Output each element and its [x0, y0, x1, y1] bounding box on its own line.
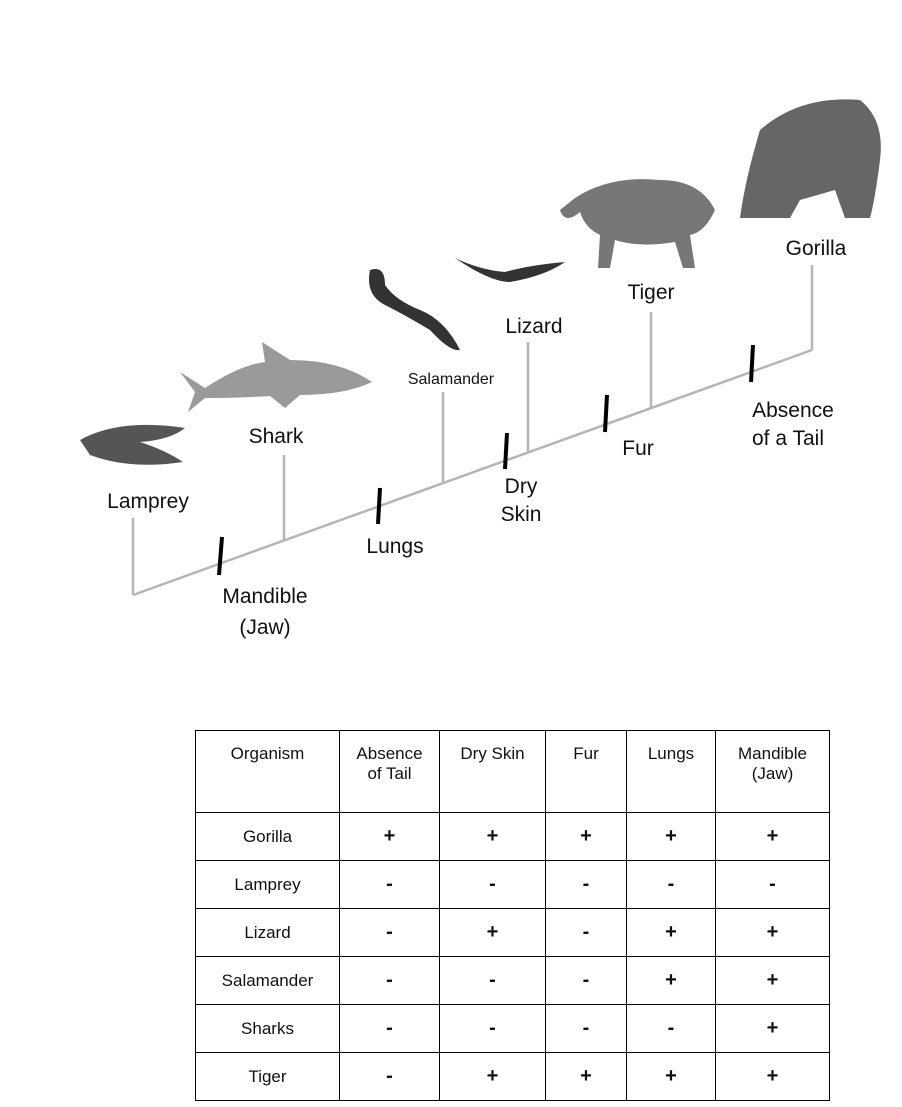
trait-symbol: +: [626, 908, 716, 957]
table-cell: Mandible (Jaw): [715, 730, 830, 813]
table-cell: Absence of Tail: [339, 730, 440, 813]
trait-label: Absence: [752, 399, 834, 422]
table-cell: Lungs: [626, 730, 716, 813]
trait-symbol: +: [715, 908, 830, 957]
organism-label: Salamander: [408, 371, 495, 388]
trait-tick: [503, 432, 509, 470]
trait-symbol: -: [545, 860, 627, 909]
trait-symbol: -: [715, 860, 830, 909]
trait-symbol: +: [545, 1052, 627, 1101]
table-row: Lamprey - - - - -: [195, 860, 830, 909]
table-cell: Lamprey: [195, 860, 340, 909]
trait-label: Dry: [505, 475, 538, 498]
table-row: Lizard - + - + +: [195, 908, 830, 957]
trait-table: Organism Absence of Tail Dry Skin Fur Lungs M…: [195, 730, 830, 1101]
trait-symbol: -: [439, 860, 546, 909]
trait-symbol: +: [545, 812, 627, 861]
trait-symbol: -: [339, 860, 440, 909]
tiger-image: [560, 179, 715, 268]
lizard-image: [455, 258, 565, 282]
trait-tick: [603, 394, 609, 433]
table-cell: Gorilla: [195, 812, 340, 861]
trait-symbol: -: [439, 1004, 546, 1053]
main-branch: [132, 348, 813, 597]
trait-symbol: -: [545, 908, 627, 957]
trait-symbol: -: [339, 956, 440, 1005]
trait-symbol: +: [626, 812, 716, 861]
trait-label: Skin: [501, 503, 542, 526]
trait-symbol: +: [626, 956, 716, 1005]
table-row: Salamander - - - + +: [195, 956, 830, 1005]
trait-symbol: +: [626, 1052, 716, 1101]
trait-symbol: +: [439, 1052, 546, 1101]
organism-label: Lamprey: [107, 490, 189, 513]
trait-symbol: -: [545, 956, 627, 1005]
table-row: Gorilla + + + + +: [195, 812, 830, 861]
trait-label: Mandible: [222, 585, 307, 608]
trait-symbol: +: [439, 908, 546, 957]
table-row: Tiger - + + + +: [195, 1052, 830, 1101]
trait-symbol: -: [339, 908, 440, 957]
table-cell: Salamander: [195, 956, 340, 1005]
table-row: Sharks - - - - +: [195, 1004, 830, 1053]
table-cell: Tiger: [195, 1052, 340, 1101]
trait-symbol: +: [439, 812, 546, 861]
table-cell: Dry Skin: [439, 730, 546, 813]
trait-symbol: +: [339, 812, 440, 861]
organism-label: Shark: [249, 425, 304, 448]
trait-symbol: -: [339, 1052, 440, 1101]
trait-label: Fur: [622, 437, 654, 460]
trait-symbol: -: [626, 1004, 716, 1053]
trait-symbol: +: [715, 956, 830, 1005]
trait-tick: [217, 536, 224, 576]
trait-symbol: +: [715, 1052, 830, 1101]
salamander-image: [369, 269, 460, 351]
shark-image: [180, 342, 372, 412]
trait-label: of a Tail: [752, 427, 824, 450]
lamprey-image: [80, 424, 185, 465]
trait-symbol: -: [439, 956, 546, 1005]
trait-symbol: +: [715, 812, 830, 861]
table-cell: Organism: [195, 730, 340, 813]
table-cell: Sharks: [195, 1004, 340, 1053]
trait-symbol: +: [715, 1004, 830, 1053]
trait-tick: [376, 487, 382, 525]
table-cell: Fur: [545, 730, 627, 813]
gorilla-image: [740, 99, 881, 218]
trait-symbol: -: [626, 860, 716, 909]
trait-tick: [749, 344, 755, 383]
organism-label: Lizard: [505, 315, 562, 338]
trait-label: (Jaw): [239, 616, 290, 639]
trait-symbol: -: [545, 1004, 627, 1053]
trait-symbol: -: [339, 1004, 440, 1053]
table-cell: Lizard: [195, 908, 340, 957]
cladogram: Lamprey Shark Salamander Lizard Tiger Go…: [80, 99, 881, 639]
trait-label: Lungs: [366, 535, 423, 558]
organism-label: Gorilla: [786, 237, 847, 260]
organism-label: Tiger: [627, 281, 674, 304]
header-row: Organism Absence of Tail Dry Skin Fur Lungs M…: [195, 730, 830, 813]
